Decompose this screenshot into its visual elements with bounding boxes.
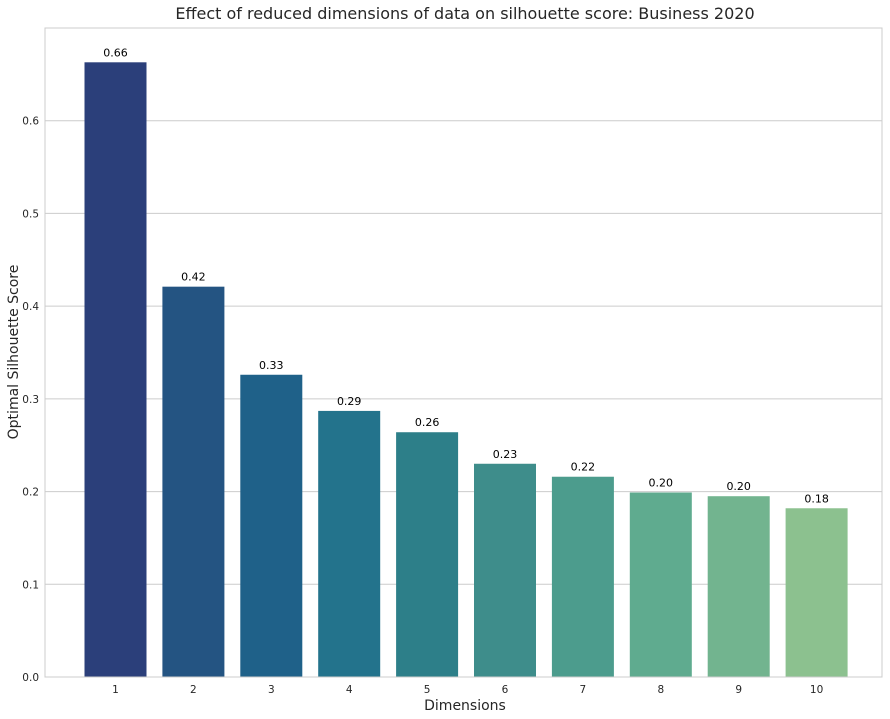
data-label-10: 0.18 bbox=[804, 492, 829, 505]
data-label-3: 0.33 bbox=[259, 359, 284, 372]
y-tick-label: 0.0 bbox=[22, 672, 39, 684]
y-tick-label: 0.3 bbox=[22, 394, 39, 406]
value-labels: 0.66 0.42 0.33 0.29 0.26 0.23 0.22 0.20 0.20 0.18 bbox=[103, 46, 829, 505]
x-axis-label: Dimensions bbox=[424, 698, 506, 714]
bar-9 bbox=[707, 496, 770, 677]
y-tick-label: 0.6 bbox=[22, 116, 39, 128]
bars bbox=[84, 62, 848, 678]
data-label-5: 0.26 bbox=[415, 416, 440, 429]
data-label-1: 0.66 bbox=[103, 46, 128, 59]
data-label-2: 0.42 bbox=[181, 271, 206, 284]
bar-1 bbox=[84, 62, 147, 678]
chart-title: Effect of reduced dimensions of data on … bbox=[175, 4, 754, 23]
x-tick-label: 8 bbox=[657, 684, 664, 696]
bar-2 bbox=[162, 286, 225, 677]
bar-10 bbox=[785, 508, 848, 677]
x-tick-label: 7 bbox=[580, 684, 587, 696]
y-axis-label: Optimal Silhouette Score bbox=[6, 265, 22, 440]
x-axis-ticks: 1 2 3 4 5 6 7 8 9 10 bbox=[112, 684, 823, 696]
data-label-6: 0.23 bbox=[493, 448, 518, 461]
x-tick-label: 9 bbox=[735, 684, 742, 696]
bar-6 bbox=[474, 463, 536, 677]
y-tick-label: 0.2 bbox=[22, 487, 39, 499]
data-label-7: 0.22 bbox=[571, 461, 596, 474]
data-label-9: 0.20 bbox=[726, 480, 751, 493]
y-tick-label: 0.1 bbox=[22, 579, 39, 591]
y-tick-label: 0.4 bbox=[22, 301, 39, 313]
x-tick-label: 1 bbox=[112, 684, 119, 696]
bar-7 bbox=[551, 476, 614, 677]
data-label-8: 0.20 bbox=[649, 476, 674, 489]
bar-5 bbox=[396, 432, 459, 677]
bar-8 bbox=[629, 492, 692, 677]
x-tick-label: 4 bbox=[346, 684, 353, 696]
bar-3 bbox=[240, 374, 303, 677]
bar-4 bbox=[318, 410, 381, 677]
x-tick-label: 2 bbox=[190, 684, 197, 696]
x-tick-label: 10 bbox=[810, 684, 823, 696]
y-tick-label: 0.5 bbox=[22, 208, 39, 220]
plot-frame bbox=[44, 27, 883, 678]
x-tick-label: 5 bbox=[424, 684, 431, 696]
x-tick-label: 3 bbox=[268, 684, 275, 696]
data-label-4: 0.29 bbox=[337, 395, 362, 408]
y-axis-ticks: 0.0 0.1 0.2 0.3 0.4 0.5 0.6 bbox=[22, 116, 39, 684]
x-tick-label: 6 bbox=[502, 684, 509, 696]
